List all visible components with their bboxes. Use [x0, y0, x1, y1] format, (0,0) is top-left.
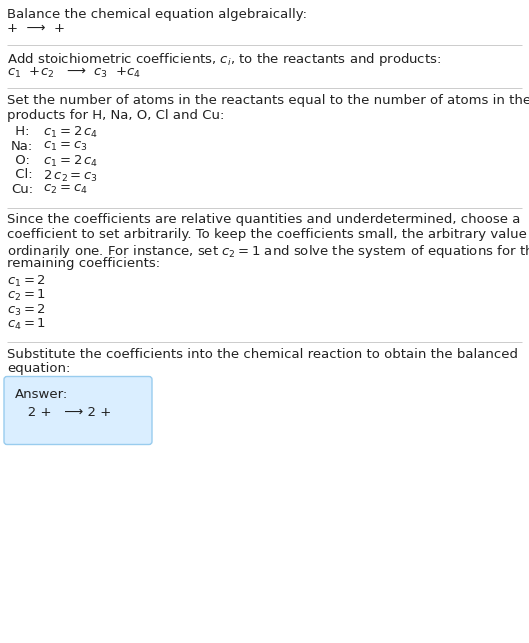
Text: Since the coefficients are relative quantities and underdetermined, choose a: Since the coefficients are relative quan…	[7, 213, 521, 226]
Text: Cu:: Cu:	[11, 183, 33, 196]
Text: $c_1 = 2\,c_4$: $c_1 = 2\,c_4$	[39, 154, 98, 169]
Text: Substitute the coefficients into the chemical reaction to obtain the balanced: Substitute the coefficients into the che…	[7, 347, 518, 361]
Text: Set the number of atoms in the reactants equal to the number of atoms in the: Set the number of atoms in the reactants…	[7, 94, 529, 107]
Text: equation:: equation:	[7, 362, 70, 375]
Text: H:: H:	[11, 125, 30, 138]
Text: $c_1 = 2\,c_4$: $c_1 = 2\,c_4$	[39, 125, 98, 140]
Text: ordinarily one. For instance, set $c_2 = 1$ and solve the system of equations fo: ordinarily one. For instance, set $c_2 =…	[7, 242, 529, 260]
Text: Na:: Na:	[11, 140, 33, 152]
Text: coefficient to set arbitrarily. To keep the coefficients small, the arbitrary va: coefficient to set arbitrarily. To keep …	[7, 228, 529, 241]
FancyBboxPatch shape	[4, 377, 152, 444]
Text: products for H, Na, O, Cl and Cu:: products for H, Na, O, Cl and Cu:	[7, 109, 224, 122]
Text: $c_2 = 1$: $c_2 = 1$	[7, 288, 46, 303]
Text: O:: O:	[11, 154, 30, 167]
Text: remaining coefficients:: remaining coefficients:	[7, 257, 160, 270]
Text: $2\,c_2 = c_3$: $2\,c_2 = c_3$	[39, 168, 98, 184]
Text: 2 +   ⟶ 2 +: 2 + ⟶ 2 +	[15, 406, 111, 419]
Text: Answer:: Answer:	[15, 388, 68, 401]
Text: $c_3 = 2$: $c_3 = 2$	[7, 302, 46, 318]
Text: +  ⟶  +: + ⟶ +	[7, 23, 65, 35]
Text: $c_1 = 2$: $c_1 = 2$	[7, 273, 46, 289]
Text: Cl:: Cl:	[11, 168, 33, 181]
Text: $c_4 = 1$: $c_4 = 1$	[7, 317, 46, 332]
Text: $c_1$  +$c_2$   ⟶  $c_3$  +$c_4$: $c_1$ +$c_2$ ⟶ $c_3$ +$c_4$	[7, 66, 141, 80]
Text: $c_1 = c_3$: $c_1 = c_3$	[39, 140, 87, 152]
Text: $c_2 = c_4$: $c_2 = c_4$	[39, 183, 88, 196]
Text: Balance the chemical equation algebraically:: Balance the chemical equation algebraica…	[7, 8, 307, 21]
Text: Add stoichiometric coefficients, $c_i$, to the reactants and products:: Add stoichiometric coefficients, $c_i$, …	[7, 51, 441, 68]
